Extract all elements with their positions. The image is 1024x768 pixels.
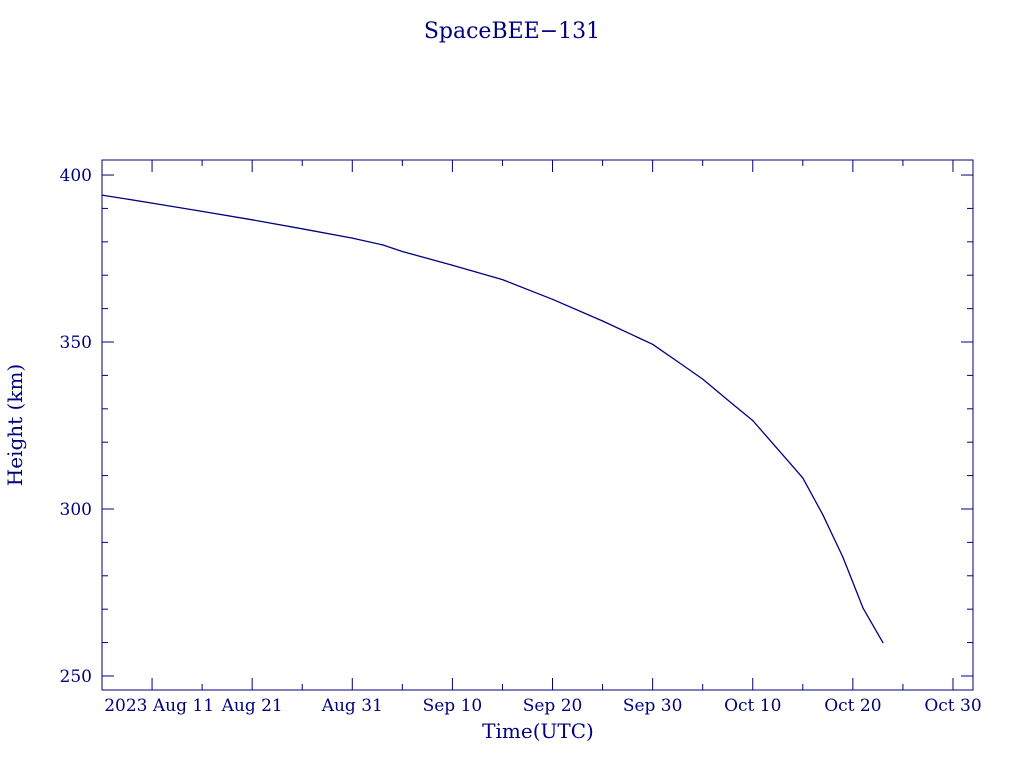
series-point [381,244,383,246]
series-point [101,194,103,196]
series-point [822,514,824,516]
y-tick-labels: 250 300 350 400 [60,166,92,687]
y-tick-label: 300 [60,500,92,520]
y-ticks [102,174,973,677]
x-tick-label: Oct 20 [824,696,881,716]
series-point [702,378,704,380]
series-point [251,219,253,221]
series-point [802,477,804,479]
height-series-points [101,194,884,644]
height-series-line [101,194,884,643]
x-ticks [101,160,954,690]
x-tick-label: Sep 10 [423,696,483,716]
x-tick-label: Sep 30 [623,696,683,716]
series-point [782,454,784,456]
x-tick-labels: 2023 Aug 11 Aug 21 Aug 31 Sep 10 Sep 20 Sep 3… [104,696,981,716]
series-point [501,278,504,281]
series-point [401,250,403,253]
series-point [732,403,734,405]
series-point [752,419,754,422]
series-point [882,641,884,644]
series-point [842,556,844,558]
series-point [201,210,203,213]
x-tick-label: 2023 Aug 11 [104,696,214,716]
x-tick-label: Aug 21 [221,696,283,716]
series-point [601,320,604,322]
chart-title: SpaceBEE−131 [424,19,600,44]
y-tick-label: 350 [60,333,92,353]
series-point [862,607,864,609]
x-axis-label: Time(UTC) [482,719,594,743]
series-point [652,343,654,345]
y-tick-label: 250 [60,667,92,687]
series-point [451,264,454,266]
series-point [351,237,353,239]
series-point [301,228,303,230]
y-tick-label: 400 [60,166,92,186]
y-axis-label: Height (km) [3,364,27,486]
series-point [151,202,153,204]
x-tick-label: Oct 10 [724,696,781,716]
series-point [551,298,554,300]
x-tick-label: Oct 30 [924,696,981,716]
plot-frame [101,159,974,691]
series-point [682,364,684,366]
x-tick-label: Aug 31 [321,696,383,716]
x-tick-label: Sep 20 [523,696,583,716]
